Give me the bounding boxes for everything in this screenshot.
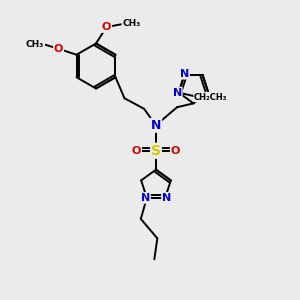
Text: N: N	[151, 119, 161, 132]
Text: O: O	[54, 44, 63, 54]
Text: N: N	[172, 88, 182, 98]
Text: S: S	[151, 144, 161, 158]
Text: CH₂CH₃: CH₂CH₃	[194, 93, 227, 102]
Text: O: O	[102, 22, 111, 32]
Text: CH₃: CH₃	[122, 20, 140, 28]
Text: N: N	[162, 193, 171, 203]
Text: N: N	[141, 193, 150, 203]
Text: CH₃: CH₃	[26, 40, 44, 49]
Text: O: O	[132, 146, 141, 156]
Text: O: O	[171, 146, 180, 156]
Text: N: N	[180, 69, 189, 79]
